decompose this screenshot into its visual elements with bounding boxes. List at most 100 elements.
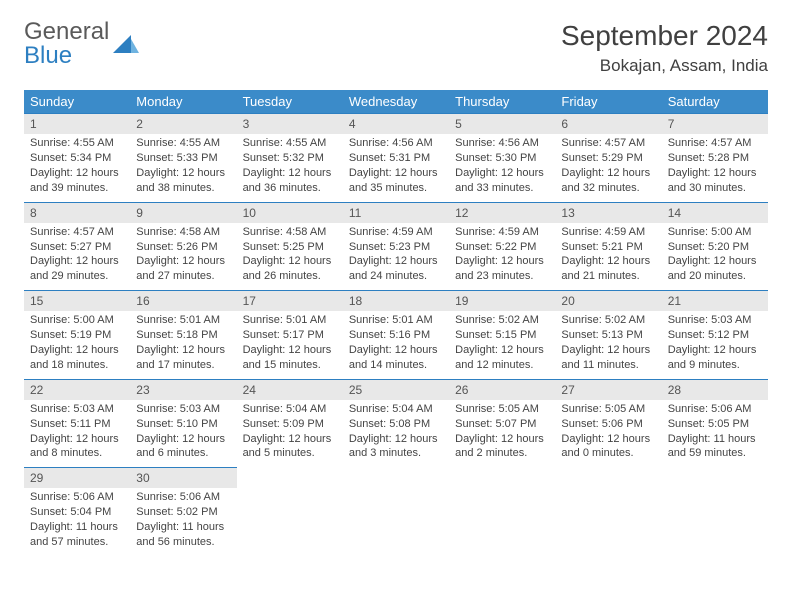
day-cell — [343, 467, 449, 556]
day-cell: 4Sunrise: 4:56 AMSunset: 5:31 PMDaylight… — [343, 113, 449, 202]
month-title: September 2024 — [561, 20, 768, 52]
day-cell: 19Sunrise: 5:02 AMSunset: 5:15 PMDayligh… — [449, 290, 555, 379]
sunrise-text: Sunrise: 4:56 AM — [349, 136, 443, 151]
sunset-text: Sunset: 5:05 PM — [668, 417, 762, 432]
day-cell: 1Sunrise: 4:55 AMSunset: 5:34 PMDaylight… — [24, 113, 130, 202]
daylight-text: Daylight: 12 hours and 0 minutes. — [561, 432, 655, 462]
day-number: 5 — [449, 114, 555, 134]
sunset-text: Sunset: 5:11 PM — [30, 417, 124, 432]
day-details: Sunrise: 4:56 AMSunset: 5:30 PMDaylight:… — [449, 134, 555, 195]
daylight-text: Daylight: 12 hours and 24 minutes. — [349, 254, 443, 284]
day-header: Thursday — [449, 90, 555, 113]
sunset-text: Sunset: 5:18 PM — [136, 328, 230, 343]
day-details: Sunrise: 5:02 AMSunset: 5:13 PMDaylight:… — [555, 311, 661, 372]
day-details: Sunrise: 4:58 AMSunset: 5:25 PMDaylight:… — [237, 223, 343, 284]
sunrise-text: Sunrise: 4:57 AM — [30, 225, 124, 240]
sunrise-text: Sunrise: 5:00 AM — [668, 225, 762, 240]
sunrise-text: Sunrise: 5:06 AM — [30, 490, 124, 505]
sunrise-text: Sunrise: 5:06 AM — [668, 402, 762, 417]
sunset-text: Sunset: 5:02 PM — [136, 505, 230, 520]
brand-part1: General — [24, 18, 109, 45]
sunrise-text: Sunrise: 4:58 AM — [136, 225, 230, 240]
daylight-text: Daylight: 12 hours and 27 minutes. — [136, 254, 230, 284]
day-cell — [555, 467, 661, 556]
day-number: 27 — [555, 380, 661, 400]
brand-part2: Blue — [24, 42, 72, 69]
day-number: 29 — [24, 468, 130, 488]
day-cell: 14Sunrise: 5:00 AMSunset: 5:20 PMDayligh… — [662, 202, 768, 291]
sunrise-text: Sunrise: 4:56 AM — [455, 136, 549, 151]
sunset-text: Sunset: 5:28 PM — [668, 151, 762, 166]
daylight-text: Daylight: 12 hours and 33 minutes. — [455, 166, 549, 196]
daylight-text: Daylight: 12 hours and 36 minutes. — [243, 166, 337, 196]
day-details: Sunrise: 5:06 AMSunset: 5:04 PMDaylight:… — [24, 488, 130, 549]
day-details: Sunrise: 4:55 AMSunset: 5:32 PMDaylight:… — [237, 134, 343, 195]
daylight-text: Daylight: 11 hours and 56 minutes. — [136, 520, 230, 550]
sunrise-text: Sunrise: 5:02 AM — [561, 313, 655, 328]
day-number: 25 — [343, 380, 449, 400]
day-cell — [662, 467, 768, 556]
brand-logo: General Blue — [24, 20, 139, 68]
day-details: Sunrise: 4:59 AMSunset: 5:23 PMDaylight:… — [343, 223, 449, 284]
location-text: Bokajan, Assam, India — [561, 56, 768, 76]
day-cell: 17Sunrise: 5:01 AMSunset: 5:17 PMDayligh… — [237, 290, 343, 379]
sunset-text: Sunset: 5:34 PM — [30, 151, 124, 166]
day-cell: 27Sunrise: 5:05 AMSunset: 5:06 PMDayligh… — [555, 379, 661, 468]
day-number: 14 — [662, 203, 768, 223]
sunset-text: Sunset: 5:32 PM — [243, 151, 337, 166]
daylight-text: Daylight: 12 hours and 38 minutes. — [136, 166, 230, 196]
daylight-text: Daylight: 12 hours and 15 minutes. — [243, 343, 337, 373]
sunrise-text: Sunrise: 5:03 AM — [136, 402, 230, 417]
day-header: Sunday — [24, 90, 130, 113]
daylight-text: Daylight: 12 hours and 29 minutes. — [30, 254, 124, 284]
daylight-text: Daylight: 12 hours and 12 minutes. — [455, 343, 549, 373]
week-row: 22Sunrise: 5:03 AMSunset: 5:11 PMDayligh… — [24, 379, 768, 468]
day-number: 10 — [237, 203, 343, 223]
sunset-text: Sunset: 5:29 PM — [561, 151, 655, 166]
daylight-text: Daylight: 12 hours and 14 minutes. — [349, 343, 443, 373]
day-details: Sunrise: 5:01 AMSunset: 5:18 PMDaylight:… — [130, 311, 236, 372]
daylight-text: Daylight: 12 hours and 5 minutes. — [243, 432, 337, 462]
sunrise-text: Sunrise: 5:01 AM — [136, 313, 230, 328]
day-number: 12 — [449, 203, 555, 223]
day-cell: 20Sunrise: 5:02 AMSunset: 5:13 PMDayligh… — [555, 290, 661, 379]
page-header: General Blue September 2024 Bokajan, Ass… — [24, 20, 768, 76]
day-details: Sunrise: 5:06 AMSunset: 5:02 PMDaylight:… — [130, 488, 236, 549]
sunset-text: Sunset: 5:16 PM — [349, 328, 443, 343]
day-cell: 16Sunrise: 5:01 AMSunset: 5:18 PMDayligh… — [130, 290, 236, 379]
day-number: 30 — [130, 468, 236, 488]
day-details: Sunrise: 4:59 AMSunset: 5:22 PMDaylight:… — [449, 223, 555, 284]
daylight-text: Daylight: 12 hours and 35 minutes. — [349, 166, 443, 196]
day-details: Sunrise: 5:05 AMSunset: 5:07 PMDaylight:… — [449, 400, 555, 461]
daylight-text: Daylight: 12 hours and 2 minutes. — [455, 432, 549, 462]
sunrise-text: Sunrise: 4:55 AM — [243, 136, 337, 151]
day-cell: 11Sunrise: 4:59 AMSunset: 5:23 PMDayligh… — [343, 202, 449, 291]
daylight-text: Daylight: 12 hours and 8 minutes. — [30, 432, 124, 462]
day-details: Sunrise: 4:56 AMSunset: 5:31 PMDaylight:… — [343, 134, 449, 195]
day-cell: 24Sunrise: 5:04 AMSunset: 5:09 PMDayligh… — [237, 379, 343, 468]
sunset-text: Sunset: 5:10 PM — [136, 417, 230, 432]
sunset-text: Sunset: 5:26 PM — [136, 240, 230, 255]
sunrise-text: Sunrise: 5:05 AM — [561, 402, 655, 417]
day-number: 16 — [130, 291, 236, 311]
day-cell: 15Sunrise: 5:00 AMSunset: 5:19 PMDayligh… — [24, 290, 130, 379]
sunrise-text: Sunrise: 4:57 AM — [668, 136, 762, 151]
sunrise-text: Sunrise: 5:03 AM — [668, 313, 762, 328]
sunrise-text: Sunrise: 4:55 AM — [30, 136, 124, 151]
day-number: 9 — [130, 203, 236, 223]
day-cell: 9 Sunrise: 4:58 AMSunset: 5:26 PMDaylight… — [130, 202, 236, 291]
day-number: 20 — [555, 291, 661, 311]
day-number: 13 — [555, 203, 661, 223]
day-details: Sunrise: 5:00 AMSunset: 5:20 PMDaylight:… — [662, 223, 768, 284]
sunrise-text: Sunrise: 5:06 AM — [136, 490, 230, 505]
daylight-text: Daylight: 12 hours and 30 minutes. — [668, 166, 762, 196]
day-header: Wednesday — [343, 90, 449, 113]
day-cell: 10Sunrise: 4:58 AMSunset: 5:25 PMDayligh… — [237, 202, 343, 291]
day-details: Sunrise: 4:55 AMSunset: 5:34 PMDaylight:… — [24, 134, 130, 195]
day-cell: 30Sunrise: 5:06 AMSunset: 5:02 PMDayligh… — [130, 467, 236, 556]
day-cell: 12Sunrise: 4:59 AMSunset: 5:22 PMDayligh… — [449, 202, 555, 291]
day-details: Sunrise: 5:01 AMSunset: 5:16 PMDaylight:… — [343, 311, 449, 372]
day-number: 18 — [343, 291, 449, 311]
day-header: Monday — [130, 90, 236, 113]
sunset-text: Sunset: 5:23 PM — [349, 240, 443, 255]
